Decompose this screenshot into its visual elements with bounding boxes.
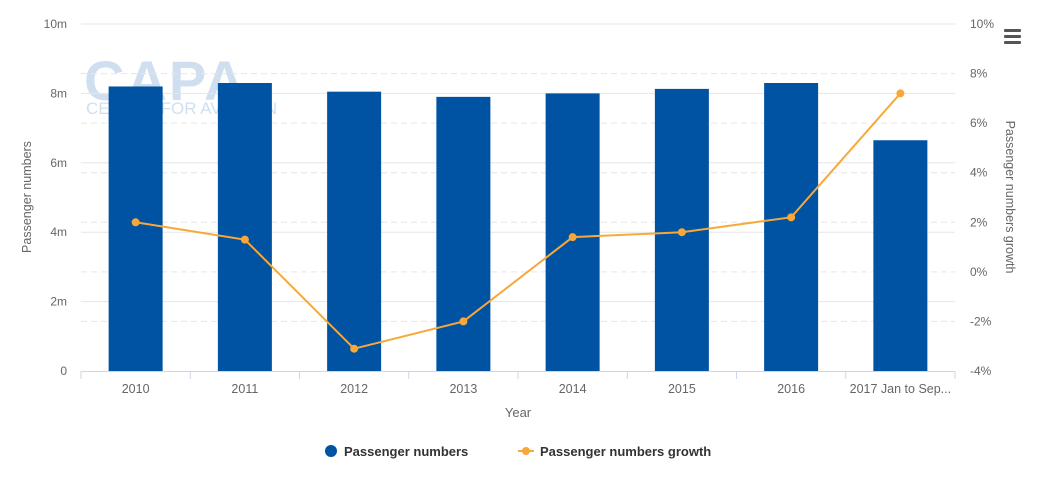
y-left-tick-label: 10m <box>44 17 67 31</box>
bar-2013[interactable] <box>436 96 491 372</box>
legend-item-passenger-numbers-growth[interactable]: Passenger numbers growth <box>518 444 711 459</box>
y-right-tick-label: 10% <box>970 17 994 31</box>
y-right-tick-label: 2% <box>970 215 988 229</box>
growth-point-2013[interactable] <box>459 317 468 326</box>
y-left-tick-label: 0 <box>60 364 67 378</box>
hamburger-menu-icon[interactable] <box>1000 24 1024 46</box>
x-tick-label: 2013 <box>449 382 477 396</box>
legend-label: Passenger numbers <box>344 444 468 459</box>
growth-point-2016[interactable] <box>787 213 796 222</box>
legend-point-symbol <box>522 447 530 455</box>
x-tick-label: 2011 <box>231 382 258 396</box>
bar-2017[interactable] <box>873 140 928 371</box>
x-tick-label: 2015 <box>668 382 696 396</box>
x-tick-label: 2010 <box>122 382 150 396</box>
line-series <box>131 89 905 353</box>
bar-2011[interactable] <box>217 82 272 372</box>
growth-point-2014[interactable] <box>568 233 577 242</box>
y-left-tick-label: 2m <box>50 295 67 309</box>
axes: 0 2m 4m 6m 8m 10m -4% -2% 0% 2% 4% 6% 8% 10% 2010 2011 2… <box>44 17 995 396</box>
y-axis-right-title: Passenger numbers growth <box>1003 121 1017 274</box>
x-tick-label: 2012 <box>340 382 368 396</box>
legend-bar-symbol <box>325 445 337 457</box>
y-left-tick-label: 6m <box>50 156 67 170</box>
growth-point-2017[interactable] <box>896 89 905 98</box>
x-tick-label: 2017 Jan to Sep... <box>850 382 951 396</box>
legend: Passenger numbers Passenger numbers growt… <box>325 444 711 459</box>
growth-point-2015[interactable] <box>677 228 686 237</box>
bar-series <box>108 82 928 372</box>
y-left-tick-label: 8m <box>50 86 67 100</box>
y-right-tick-label: 8% <box>970 67 988 81</box>
x-axis-title: Year <box>505 405 532 420</box>
bar-2010[interactable] <box>108 86 163 372</box>
y-axis-left-title: Passenger numbers <box>20 141 34 253</box>
y-right-tick-label: 0% <box>970 265 988 279</box>
growth-point-2011[interactable] <box>240 235 249 244</box>
bar-2016[interactable] <box>764 82 819 372</box>
y-left-tick-label: 4m <box>50 225 67 239</box>
y-right-tick-label: 6% <box>970 116 988 130</box>
x-tick-label: 2016 <box>777 382 805 396</box>
growth-line <box>135 92 902 350</box>
y-right-tick-label: 4% <box>970 166 988 180</box>
y-right-tick-label: -2% <box>970 314 992 328</box>
legend-label: Passenger numbers growth <box>540 444 711 459</box>
growth-point-2012[interactable] <box>350 344 359 353</box>
bar-2012[interactable] <box>327 91 382 371</box>
bar-2014[interactable] <box>545 93 600 372</box>
legend-item-passenger-numbers[interactable]: Passenger numbers <box>325 444 468 459</box>
growth-point-2010[interactable] <box>131 218 140 227</box>
y-right-tick-label: -4% <box>970 364 992 378</box>
x-tick-label: 2014 <box>559 382 587 396</box>
